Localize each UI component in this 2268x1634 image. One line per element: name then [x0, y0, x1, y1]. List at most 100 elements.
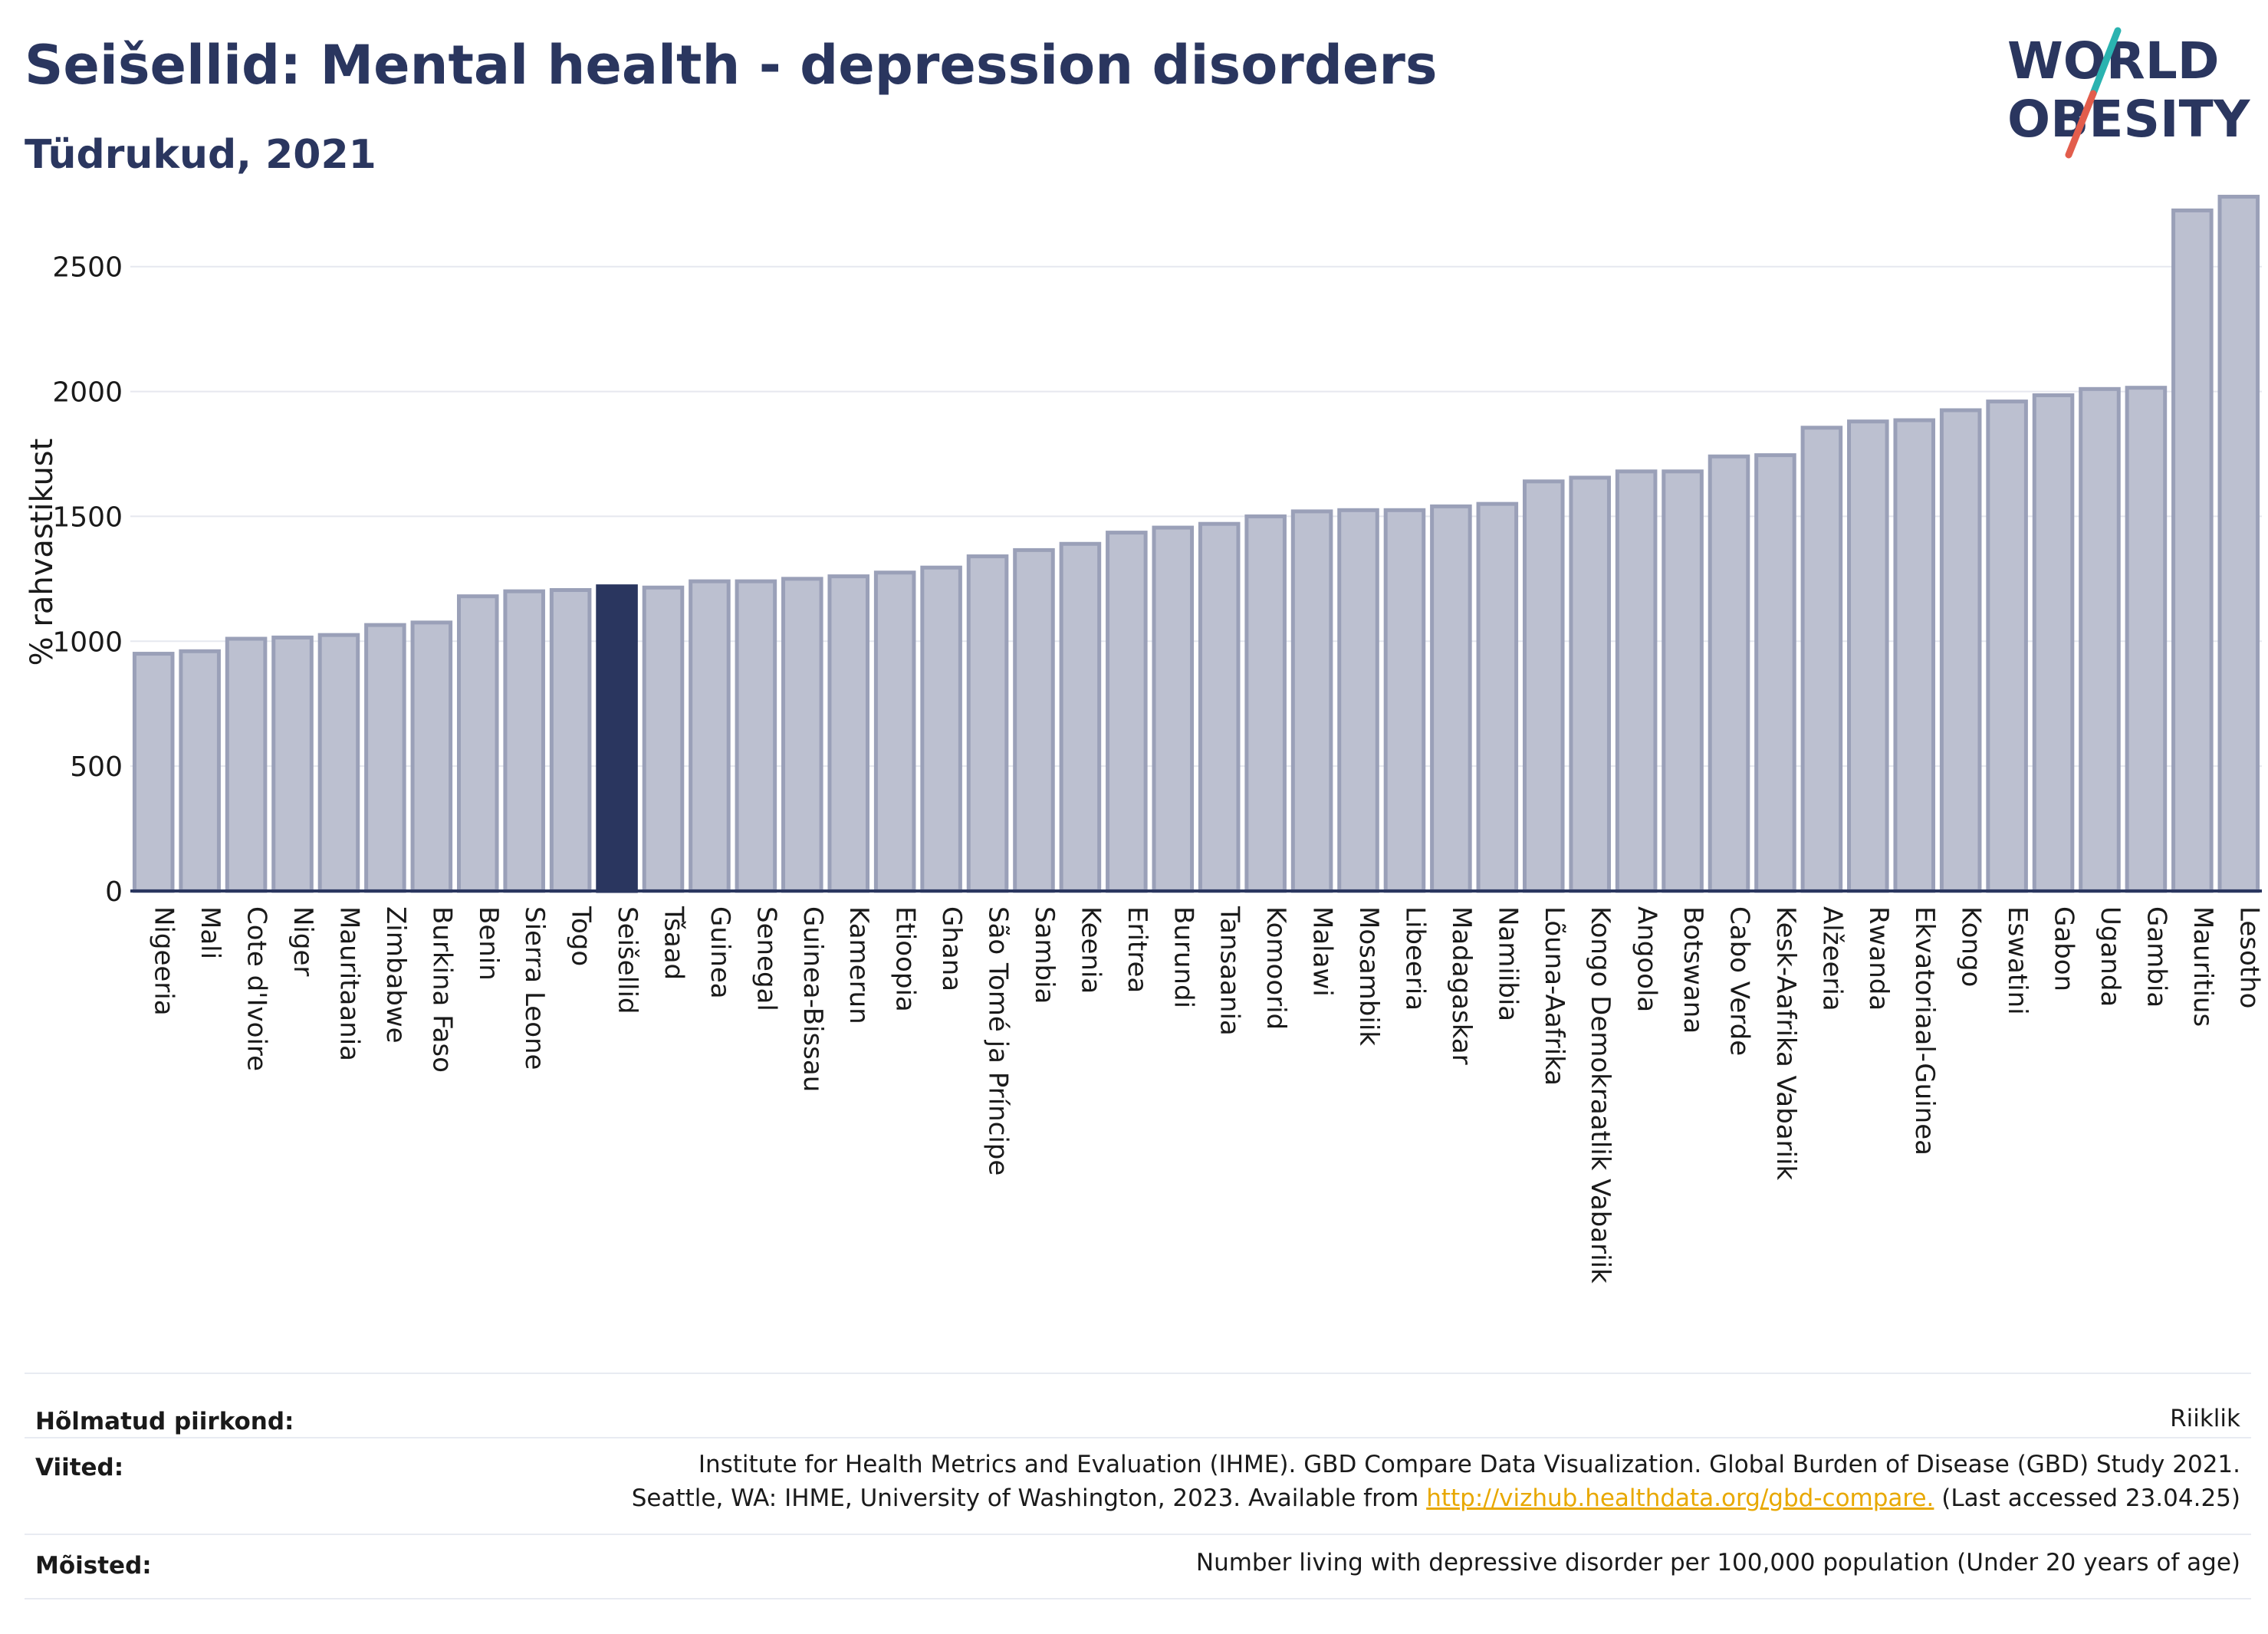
x-tick-label: Cabo Verde	[1724, 906, 1755, 1056]
bar-t-aad	[642, 585, 685, 893]
source-link[interactable]: http://vizhub.healthdata.org/gbd-compare…	[1426, 1484, 1934, 1512]
bar-gambia	[2125, 386, 2168, 893]
logo-slash-red	[2065, 90, 2097, 159]
x-tick-label: Ekvatoriaal-Guinea	[1909, 906, 1940, 1156]
bar-sambia	[1013, 547, 1055, 893]
bar-angoola	[1615, 469, 1658, 893]
bar-mauritaania	[317, 633, 360, 893]
bar-guinea	[689, 579, 731, 893]
bar-mali	[179, 649, 221, 893]
x-tick-label: Zimbabwe	[380, 906, 411, 1044]
footer: Hõlmatud piirkond: Riiklik Viited: Insti…	[25, 1373, 2251, 1599]
y-tick-label: 2000	[52, 377, 123, 409]
bar-ekvatoriaal-guinea	[1893, 418, 1936, 893]
bar-sei-ellid	[596, 584, 638, 893]
bar-nigeeria	[132, 652, 175, 893]
x-tick-label: Kongo Demokraatlik Vabariik	[1585, 906, 1616, 1284]
bar-s-o-tom-ja-pr-ncipe	[966, 554, 1009, 893]
y-axis-label: % rahvastikust	[25, 439, 60, 666]
references-value: Institute for Health Metrics and Evaluat…	[632, 1448, 2240, 1515]
bar-gabon	[2032, 393, 2075, 893]
x-tick-label: Senegal	[751, 906, 781, 1011]
x-tick-label: Botswana	[1678, 906, 1708, 1034]
bar-niger	[271, 635, 314, 893]
x-tick-label: Tšaad	[659, 906, 689, 980]
bar-kongo	[1939, 408, 1982, 893]
definitions-label: Mõisted:	[35, 1552, 152, 1580]
bar-kesk-aafrika-vabariik	[1754, 453, 1796, 893]
bar-sierra-leone	[503, 589, 545, 893]
x-tick-label: Mali	[195, 906, 225, 959]
x-tick-label: Tansaania	[1215, 906, 1245, 1036]
x-tick-label: Sambia	[1029, 906, 1060, 1004]
chart-title: Seišellid: Mental health - depression di…	[25, 34, 1438, 97]
bar-mosambiik	[1337, 508, 1379, 893]
bar-cabo-verde	[1708, 454, 1750, 893]
footer-row-definitions: Mõisted: Number living with depressive d…	[25, 1535, 2251, 1596]
x-tick-label: Guinea-Bissau	[797, 906, 828, 1092]
y-tick-label: 1000	[52, 626, 123, 658]
bar-cote-d-ivoire	[225, 636, 268, 893]
bar-guinea-bissau	[781, 577, 823, 893]
x-tick-label: Lõuna-Aafrika	[1539, 906, 1570, 1086]
x-tick-label: Cote d'Ivoire	[242, 906, 272, 1071]
x-tick-label: Kesk-Aafrika Vabariik	[1770, 906, 1801, 1180]
bar-ghana	[920, 565, 962, 893]
x-tick-label: Madagaskar	[1446, 906, 1477, 1065]
y-axis-ticks: 0 500 1000 1500 2000 2500	[52, 252, 123, 908]
x-tick-label: Ghana	[936, 906, 967, 991]
bar-uganda	[2079, 386, 2121, 893]
bar-togo	[549, 588, 592, 893]
x-tick-label: Namiibia	[1492, 906, 1523, 1021]
x-tick-label: Gabon	[2049, 906, 2079, 991]
y-tick-label: 1500	[52, 501, 123, 533]
bar-chart: 0 500 1000 1500 2000 2500 Nigeeria Mali Cote d'…	[25, 195, 2265, 1284]
x-tick-label: Rwanda	[1863, 906, 1894, 1011]
x-tick-label: Eswatini	[2002, 906, 2033, 1015]
x-tick-label: Mauritaania	[334, 906, 364, 1061]
x-tick-label: Malawi	[1307, 906, 1338, 997]
bar-botswana	[1662, 469, 1704, 893]
bar-al-eeria	[1800, 426, 1843, 893]
x-tick-label: Alžeeria	[1816, 906, 1847, 1011]
bar-zimbabwe	[364, 623, 406, 893]
bar-kamerun	[827, 574, 870, 893]
x-tick-label: Libeeria	[1399, 906, 1430, 1011]
x-tick-label: Togo	[566, 906, 597, 966]
bar-benin	[456, 594, 499, 893]
references-line-2: Seattle, WA: IHME, University of Washing…	[631, 1484, 2240, 1512]
bar-tansaania	[1198, 521, 1241, 893]
x-tick-label: Benin	[473, 906, 504, 981]
x-tick-label: Guinea	[705, 906, 735, 999]
x-tick-label: Niger	[288, 906, 318, 976]
bar-mauritius	[2171, 208, 2214, 893]
bar-rwanda	[1847, 419, 1889, 893]
bar-lesotho	[2217, 195, 2260, 893]
x-tick-label: Gambia	[2141, 906, 2171, 1008]
logo-text-obesity: OBESITY	[2007, 90, 2251, 149]
x-tick-label: Burundi	[1168, 906, 1198, 1008]
x-tick-label: Keenia	[1075, 906, 1106, 994]
footer-row-coverage: Hõlmatud piirkond: Riiklik	[25, 1391, 2251, 1452]
x-tick-label: Kamerun	[843, 906, 874, 1024]
x-axis-labels: Nigeeria Mali Cote d'Ivoire Niger Mauritaani…	[149, 906, 2265, 1284]
x-tick-label: Nigeeria	[149, 906, 179, 1016]
bar-namiibia	[1476, 501, 1519, 893]
references-line-1: Institute for Health Metrics and Evaluat…	[698, 1451, 2240, 1478]
x-tick-label: Sierra Leone	[519, 906, 550, 1070]
chart-subtitle: Tüdrukud, 2021	[25, 132, 376, 178]
x-tick-label: São Tomé ja Príncipe	[983, 906, 1014, 1175]
x-tick-label: Etioopia	[890, 906, 921, 1012]
bar-senegal	[735, 579, 777, 893]
bar-malawi	[1290, 509, 1333, 893]
bar-libeeria	[1383, 508, 1426, 893]
coverage-value: Riiklik	[2170, 1405, 2240, 1432]
definitions-value: Number living with depressive disorder p…	[1195, 1549, 2240, 1576]
world-obesity-logo: WORLD OBESITY	[2007, 27, 2251, 159]
bar-burundi	[1152, 525, 1195, 893]
y-tick-label: 2500	[52, 252, 123, 284]
x-tick-label: Kongo	[1956, 906, 1987, 987]
bar-kongo-demokraatlik-vabariik	[1569, 475, 1611, 893]
logo-slash-teal	[2089, 27, 2122, 97]
y-tick-label: 0	[105, 876, 123, 908]
